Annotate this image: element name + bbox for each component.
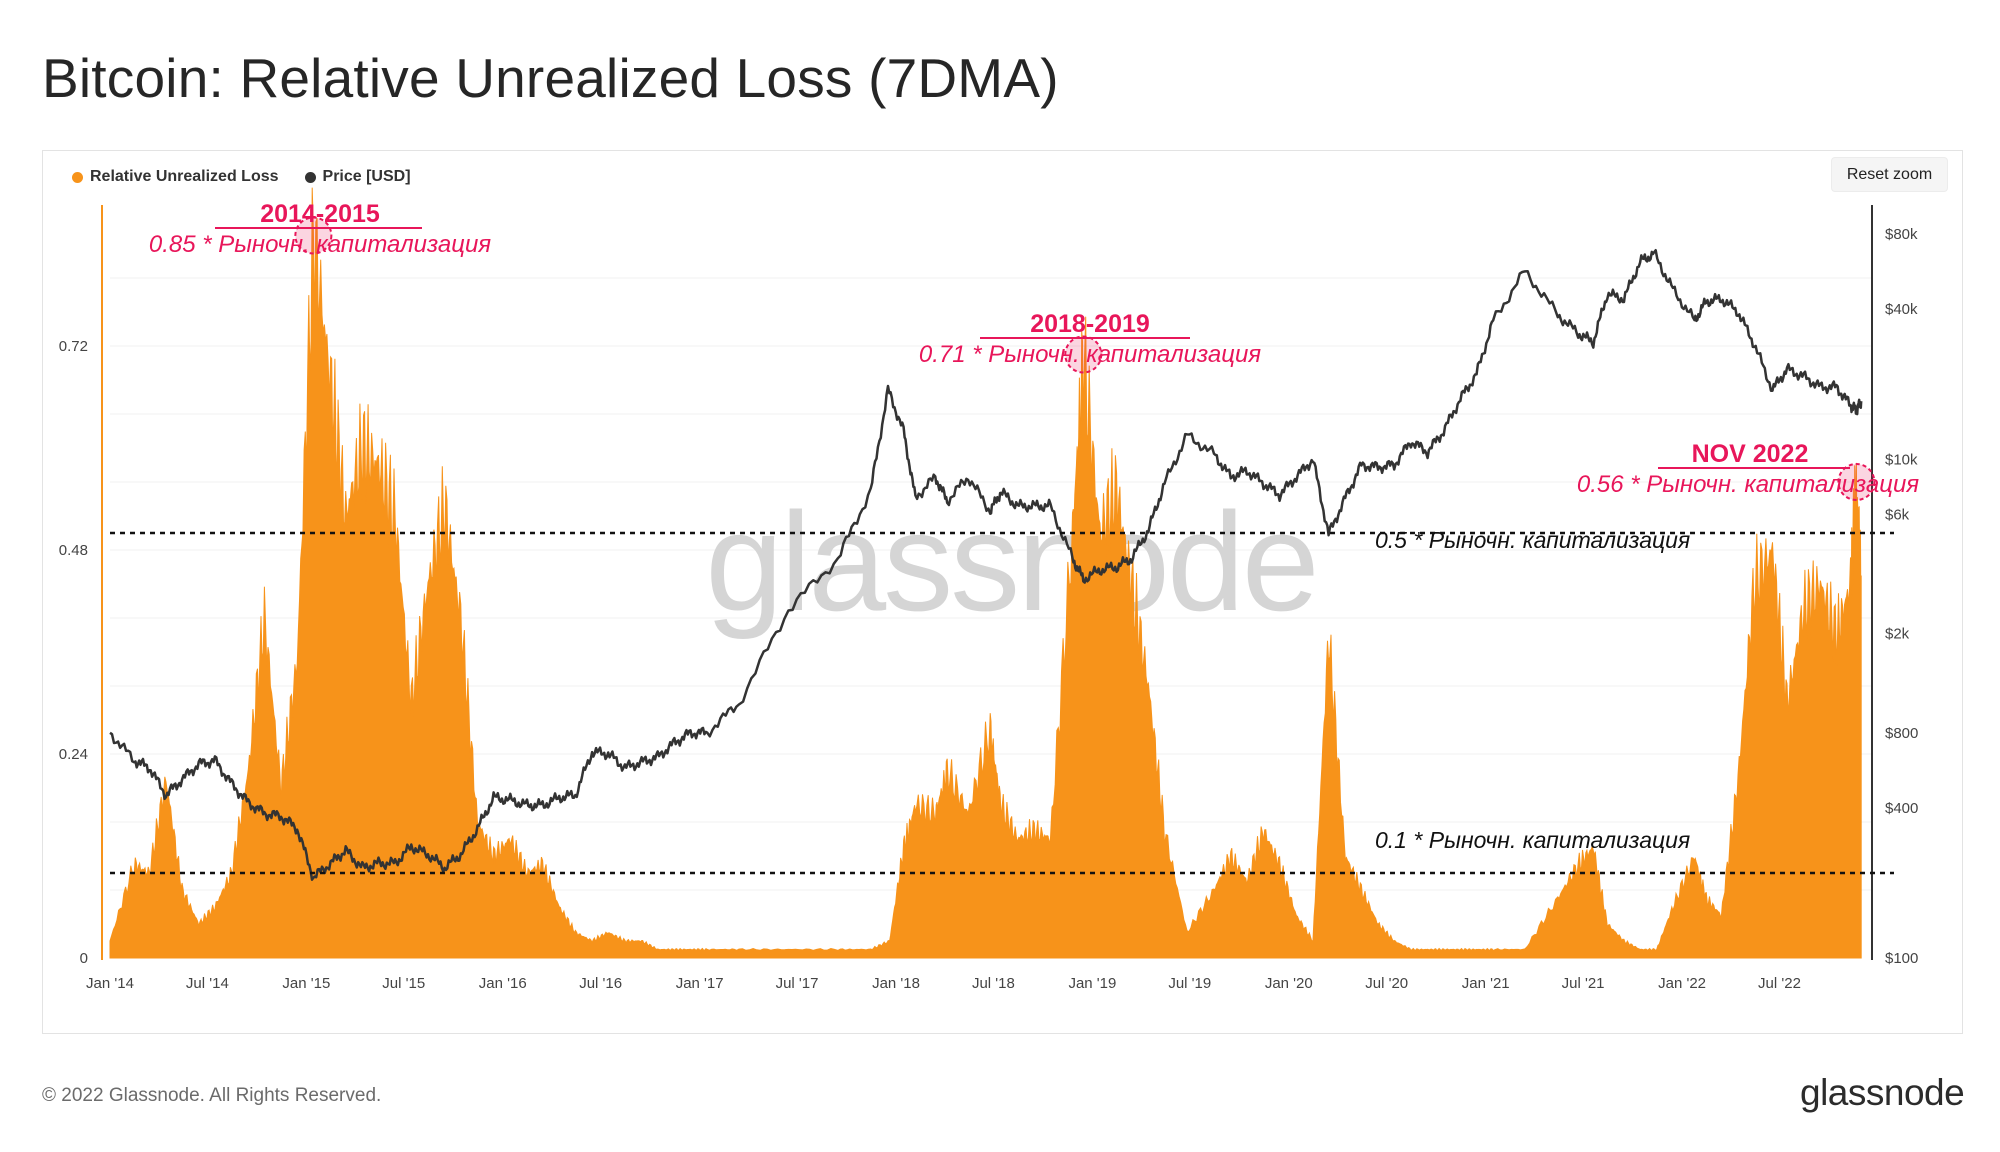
y-right-tick-label: $800 <box>1885 725 1918 742</box>
page-title: Bitcoin: Relative Unrealized Loss (7DMA) <box>42 47 1059 109</box>
x-tick-label: Jan '20 <box>1265 975 1313 992</box>
series-area-relative-unrealized-loss <box>109 187 1862 959</box>
y-right-tick-label: $400 <box>1885 800 1918 817</box>
chart-legend: Relative Unrealized Loss Price [USD] <box>72 168 411 186</box>
x-tick-label: Jul '19 <box>1168 975 1211 992</box>
y-left-tick-label: 0.48 <box>59 542 88 559</box>
x-tick-label: Jan '21 <box>1462 975 1510 992</box>
annotation-text: 0.56 * Рыночн. капитализация <box>1577 471 1919 498</box>
legend-label-price: Price [USD] <box>322 168 411 185</box>
y-left-tick-label: 0 <box>80 950 88 967</box>
x-tick-label: Jul '16 <box>579 975 622 992</box>
x-tick-label: Jan '18 <box>872 975 920 992</box>
legend-swatch-price <box>304 171 316 183</box>
x-tick-label: Jul '21 <box>1562 975 1605 992</box>
y-right-tick-label: $6k <box>1885 507 1910 524</box>
y-left-tick-label: 0.24 <box>59 746 88 763</box>
annotation-text: 0.85 * Рыночн. капитализация <box>149 231 491 258</box>
x-tick-label: Jul '18 <box>972 975 1015 992</box>
annotation-heading: NOV 2022 <box>1692 440 1809 468</box>
y-right-tick-label: $80k <box>1885 226 1918 243</box>
y-right-tick-label: $10k <box>1885 451 1918 468</box>
x-tick-label: Jul '15 <box>382 975 425 992</box>
x-tick-label: Jul '14 <box>186 975 229 992</box>
x-tick-label: Jul '17 <box>776 975 819 992</box>
x-tick-label: Jan '19 <box>1068 975 1116 992</box>
legend-swatch-loss <box>72 171 83 183</box>
reference-line-label: 0.1 * Рыночн. капитализация <box>1375 827 1690 853</box>
y-right-tick-label: $40k <box>1885 301 1918 318</box>
y-left-tick-label: 0.72 <box>59 338 88 355</box>
x-tick-label: Jan '17 <box>676 975 724 992</box>
x-tick-label: Jan '15 <box>282 975 330 992</box>
annotation-marker <box>1064 335 1103 374</box>
legend-label-loss: Relative Unrealized Loss <box>90 168 279 185</box>
y-right-tick-label: $2k <box>1885 626 1910 643</box>
x-tick-label: Jan '16 <box>479 975 527 992</box>
reference-line-label: 0.5 * Рыночн. капитализация <box>1375 527 1690 553</box>
legend-item-price[interactable]: Price [USD] <box>304 168 411 186</box>
y-right-tick-label: $100 <box>1885 950 1918 967</box>
x-tick-label: Jan '22 <box>1658 975 1706 992</box>
legend-item-loss[interactable]: Relative Unrealized Loss <box>72 168 279 186</box>
annotation-heading: 2014-2015 <box>260 200 380 228</box>
annotation-heading: 2018-2019 <box>1030 310 1150 338</box>
reset-zoom-button[interactable]: Reset zoom <box>1831 157 1948 192</box>
footer-copyright: © 2022 Glassnode. All Rights Reserved. <box>42 1085 382 1106</box>
annotation-text: 0.71 * Рыночн. капитализация <box>919 341 1261 368</box>
annotation-marker <box>1837 463 1876 501</box>
x-tick-label: Jul '22 <box>1758 975 1801 992</box>
x-tick-label: Jul '20 <box>1365 975 1408 992</box>
x-tick-label: Jan '14 <box>86 975 134 992</box>
annotation-marker <box>294 216 333 255</box>
glassnode-logo: glassnode <box>1800 1072 1965 1113</box>
series-line-price <box>109 248 1863 881</box>
watermark-text: glassnode <box>705 483 1316 640</box>
